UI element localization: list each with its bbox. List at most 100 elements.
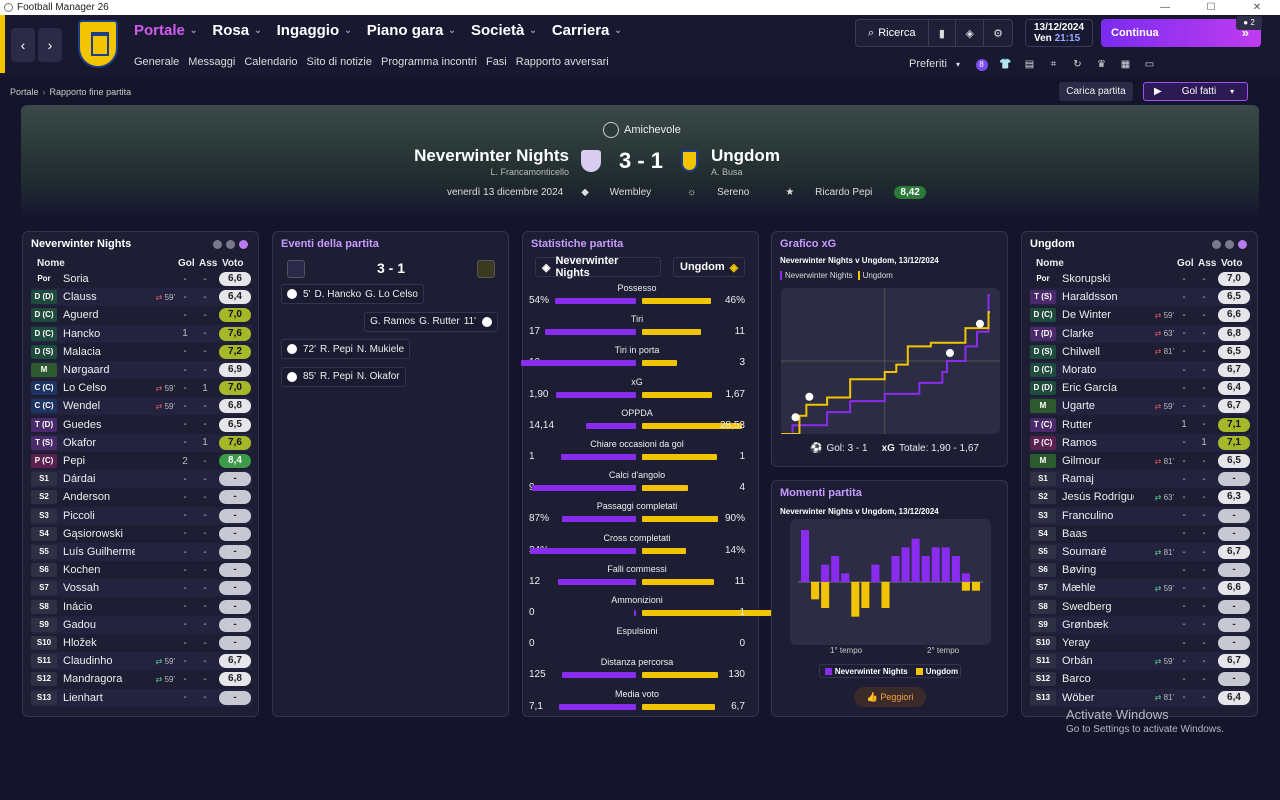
minimize-icon[interactable]: — xyxy=(1160,2,1170,13)
pager-dot[interactable] xyxy=(1238,240,1247,249)
moment-bar-home[interactable] xyxy=(901,547,910,582)
player-name[interactable]: Skorupski xyxy=(1062,273,1111,285)
pager-dot[interactable] xyxy=(239,240,248,249)
player-name[interactable]: Yeray xyxy=(1062,637,1090,649)
player-name[interactable]: Malacia xyxy=(63,345,101,358)
subnav-item[interactable]: Calendario xyxy=(244,56,298,68)
player-name[interactable]: Lienhart xyxy=(63,691,103,704)
moment-bar-home[interactable] xyxy=(951,556,960,582)
moment-bar-home[interactable] xyxy=(841,573,850,582)
clipboard-icon[interactable]: ▤ xyxy=(1024,59,1035,70)
moment-bar-home[interactable] xyxy=(801,530,810,582)
tactics-icon[interactable]: ⌗ xyxy=(1050,59,1057,70)
player-row[interactable]: P (C) Pepi 2 -8,4 xyxy=(31,452,252,470)
player-row[interactable]: S8 Swedberg - - - xyxy=(1030,598,1251,616)
continue-button[interactable]: Continua» xyxy=(1101,19,1261,47)
goal-marker-icon[interactable] xyxy=(975,319,984,328)
bookmark-icon[interactable]: ▮ xyxy=(929,20,957,46)
player-name[interactable]: Ramos xyxy=(1062,436,1097,449)
player-row[interactable]: T (S) Haraldsson - -6,5 xyxy=(1030,288,1251,307)
player-row[interactable]: D (S) Chilwell ⇄ 81' - -6,5 xyxy=(1030,343,1251,361)
nav-item-ingaggio[interactable]: Ingaggio ⌄ xyxy=(277,22,352,39)
player-name[interactable]: Gilmour xyxy=(1062,455,1101,467)
moment-bar-home[interactable] xyxy=(911,538,920,582)
player-name[interactable]: Soumaré xyxy=(1062,546,1107,558)
nav-item-portale[interactable]: Portale ⌄ xyxy=(134,22,197,39)
nav-item-rosa[interactable]: Rosa ⌄ xyxy=(212,22,261,39)
nav-item-carriera[interactable]: Carriera ⌄ xyxy=(552,22,622,39)
player-row[interactable]: D (C) Aguerd - -7,0 xyxy=(31,306,252,324)
player-row[interactable]: S5 Luís Guilherme - - - xyxy=(31,543,252,561)
player-name[interactable]: Okafor xyxy=(63,436,97,449)
player-name[interactable]: De Winter xyxy=(1062,309,1111,322)
player-name[interactable]: Mandragora xyxy=(63,673,123,686)
subnav-item[interactable]: Sito di notizie xyxy=(306,56,372,68)
player-row[interactable]: S1 Dárdai - - - xyxy=(31,470,252,489)
goal-marker-icon[interactable] xyxy=(791,413,800,422)
goal-event[interactable]: 5' D. Hancko G. Lo Celso xyxy=(281,284,424,304)
load-match-button[interactable]: Carica partita xyxy=(1059,82,1133,101)
player-row[interactable]: M Nørgaard - -6,9 xyxy=(31,361,252,379)
player-row[interactable]: Por Skorupski - -7,0 xyxy=(1030,270,1251,288)
player-row[interactable]: D (C) De Winter ⇄ 59' - -6,6 xyxy=(1030,306,1251,324)
game-date[interactable]: 13/12/2024 Ven 21:15 xyxy=(1025,19,1093,47)
player-name[interactable]: Vossah xyxy=(63,582,100,595)
player-row[interactable]: S8 Inácio - - - xyxy=(31,598,252,616)
club-crest-icon[interactable] xyxy=(78,20,118,68)
player-name[interactable]: Hancko xyxy=(63,327,101,340)
player-name[interactable]: Mæhle xyxy=(1062,582,1096,595)
player-name[interactable]: Claudinho xyxy=(63,655,113,668)
maximize-icon[interactable]: ☐ xyxy=(1206,2,1216,13)
player-row[interactable]: S10 Yeray - - - xyxy=(1030,634,1251,652)
calendar-icon[interactable]: ▦ xyxy=(1120,59,1131,70)
player-row[interactable]: S2 Anderson - - - xyxy=(31,488,252,506)
goal-event[interactable]: G. Ramos G. Rutter 11' xyxy=(364,311,498,332)
player-name[interactable]: Guedes xyxy=(63,418,102,431)
player-row[interactable]: M Gilmour ⇄ 81' - -6,5 xyxy=(1030,452,1251,470)
moment-bar-away[interactable] xyxy=(821,582,830,608)
player-row[interactable]: M Ugarte ⇄ 59' - -6,7 xyxy=(1030,397,1251,416)
player-row[interactable]: S5 Soumaré ⇄ 81' - -6,7 xyxy=(1030,543,1251,561)
player-row[interactable]: D (D) Clauss ⇄ 59' - -6,4 xyxy=(31,288,252,307)
subnav-item[interactable]: Generale xyxy=(134,56,180,68)
card-icon[interactable]: ▭ xyxy=(1144,59,1155,70)
moment-bar-home[interactable] xyxy=(831,556,840,582)
player-name[interactable]: Wöber xyxy=(1062,691,1095,704)
refresh-icon[interactable]: ↻ xyxy=(1073,59,1082,70)
player-of-the-match[interactable]: ★ Ricardo Pepi xyxy=(785,187,873,198)
player-name[interactable]: Chilwell xyxy=(1062,345,1100,358)
subnav-item[interactable]: Rapporto avversari xyxy=(515,56,609,68)
breadcrumb-root[interactable]: Portale xyxy=(10,87,39,97)
player-name[interactable]: Piccoli xyxy=(63,509,95,522)
stadium[interactable]: ◆ Wembley xyxy=(581,187,652,198)
player-row[interactable]: S4 Gąsiorowski - - - xyxy=(31,525,252,543)
player-name[interactable]: Anderson xyxy=(63,491,111,504)
player-name[interactable]: Lo Celso xyxy=(63,382,107,395)
player-name[interactable]: Pepi xyxy=(63,455,86,467)
player-row[interactable]: D (S) Malacia - -7,2 xyxy=(31,343,252,361)
goal-event[interactable]: 85' R. Pepi N. Okafor xyxy=(281,366,406,387)
subnav-item[interactable]: Fasi xyxy=(485,56,507,68)
goal-marker-icon[interactable] xyxy=(805,392,814,401)
settings-gear-icon[interactable]: ⚙ xyxy=(993,27,1004,40)
player-name[interactable]: Gadou xyxy=(63,618,97,631)
moment-bar-home[interactable] xyxy=(891,556,900,582)
col-voto[interactable]: Voto xyxy=(222,258,244,269)
col-ass[interactable]: Ass xyxy=(199,258,218,269)
player-row[interactable]: S6 Kochen - - - xyxy=(31,561,252,579)
away-team[interactable]: Ungdom A. Busa xyxy=(711,146,780,177)
player-name[interactable]: Baas xyxy=(1062,527,1088,540)
notifications-icon[interactable]: 8 xyxy=(972,55,991,74)
player-name[interactable]: Ramaj xyxy=(1062,473,1094,486)
club-switch-icon[interactable]: ◈ xyxy=(956,20,985,46)
col-gol[interactable]: Gol xyxy=(178,258,195,269)
nav-item-societ[interactable]: Società ⌄ xyxy=(471,22,537,39)
player-name[interactable]: Bøving xyxy=(1062,564,1097,577)
player-name[interactable]: Barco xyxy=(1062,673,1091,686)
pager-dot[interactable] xyxy=(1212,240,1221,249)
player-name[interactable]: Inácio xyxy=(63,600,93,613)
player-name[interactable]: Dárdai xyxy=(63,473,96,486)
player-name[interactable]: Wendel xyxy=(63,400,101,413)
player-name[interactable]: Gąsiorowski xyxy=(63,527,123,540)
